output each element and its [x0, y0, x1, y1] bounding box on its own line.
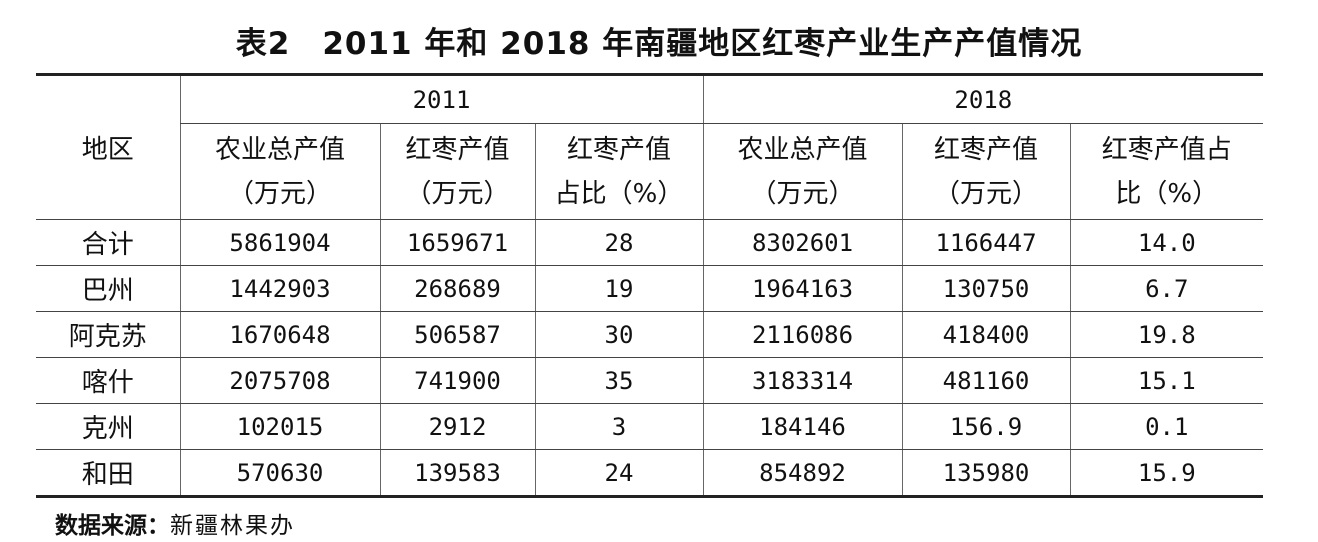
table-cell: 2075708: [179, 357, 380, 404]
table-cell: 184146: [702, 403, 903, 450]
region-cell: 巴州: [36, 265, 180, 312]
table-cell: 2116086: [702, 311, 903, 358]
table-title-text: 2011 年和 2018 年南疆地区红枣产业生产产值情况: [322, 26, 1083, 62]
source-label: 数据来源：: [55, 513, 170, 539]
table-cell: 0.1: [1069, 403, 1264, 450]
table-cell: 30: [534, 311, 704, 358]
table-cell: 5861904: [179, 219, 380, 266]
table-cell: 1659671: [379, 219, 535, 266]
table-row: 喀什 2075708 741900 35 3183314 481160 15.1: [36, 357, 1264, 404]
table-row: 合计 5861904 1659671 28 8302601 1166447 14…: [36, 219, 1264, 266]
region-cell: 合计: [36, 219, 180, 266]
table-cell: 102015: [179, 403, 380, 450]
table-cell: 15.1: [1069, 357, 1264, 404]
table-cell: 1166447: [901, 219, 1071, 266]
table-cell: 8302601: [702, 219, 903, 266]
table-cell: 418400: [901, 311, 1071, 358]
region-header: 地区: [36, 73, 180, 220]
table-cell: 19: [534, 265, 704, 312]
table-cell: 24: [534, 449, 704, 498]
table-cell: 35: [534, 357, 704, 404]
table-cell: 135980: [901, 449, 1071, 498]
region-cell: 阿克苏: [36, 311, 180, 358]
data-table: 地区 2011 2018 农业总产值 （万元） 红枣产值 （万元） 红枣产值 占比（%…: [36, 73, 1264, 498]
table-cell: 506587: [379, 311, 535, 358]
region-cell: 喀什: [36, 357, 180, 404]
table-row: 和田 570630 139583 24 854892 135980 15.9: [36, 449, 1264, 498]
column-header: 红枣产值占比（%）: [534, 123, 704, 220]
table-cell: 156.9: [901, 403, 1071, 450]
table-cell: 3183314: [702, 357, 903, 404]
column-header: 红枣产值 （万元）: [379, 123, 535, 220]
table-row: 阿克苏 1670648 506587 30 2116086 418400 19.…: [36, 311, 1264, 358]
table-title: 表2 2011 年和 2018 年南疆地区红枣产业生产产值情况: [0, 18, 1318, 63]
region-cell: 和田: [36, 449, 180, 498]
source-value: 新疆林果办: [170, 513, 295, 539]
table-cell: 268689: [379, 265, 535, 312]
column-header: 农业总产值 （万元）: [702, 123, 903, 220]
table-cell: 139583: [379, 449, 535, 498]
table-row: 克州 102015 2912 3 184146 156.9 0.1: [36, 403, 1264, 450]
table-number: 表2: [235, 26, 291, 62]
table-cell: 19.8: [1069, 311, 1264, 358]
data-source-note: 数据来源：新疆林果办: [55, 506, 295, 540]
column-header: 红枣产值 （万元）: [901, 123, 1071, 220]
table-cell: 28: [534, 219, 704, 266]
table-cell: 481160: [901, 357, 1071, 404]
table-cell: 14.0: [1069, 219, 1264, 266]
column-header: 农业总产值 （万元）: [179, 123, 380, 220]
table-cell: 1964163: [702, 265, 903, 312]
table-cell: 741900: [379, 357, 535, 404]
year-header-2011: 2011: [179, 73, 704, 124]
table-row: 巴州 1442903 268689 19 1964163 130750 6.7: [36, 265, 1264, 312]
table-cell: 854892: [702, 449, 903, 498]
table-cell: 1442903: [179, 265, 380, 312]
year-header-2018: 2018: [702, 73, 1264, 124]
table-cell: 130750: [901, 265, 1071, 312]
table-cell: 2912: [379, 403, 535, 450]
table-cell: 1670648: [179, 311, 380, 358]
region-cell: 克州: [36, 403, 180, 450]
table-cell: 15.9: [1069, 449, 1264, 498]
table-cell: 570630: [179, 449, 380, 498]
column-header: 红枣产值占比（%）: [1069, 123, 1264, 220]
table-cell: 6.7: [1069, 265, 1264, 312]
table-cell: 3: [534, 403, 704, 450]
